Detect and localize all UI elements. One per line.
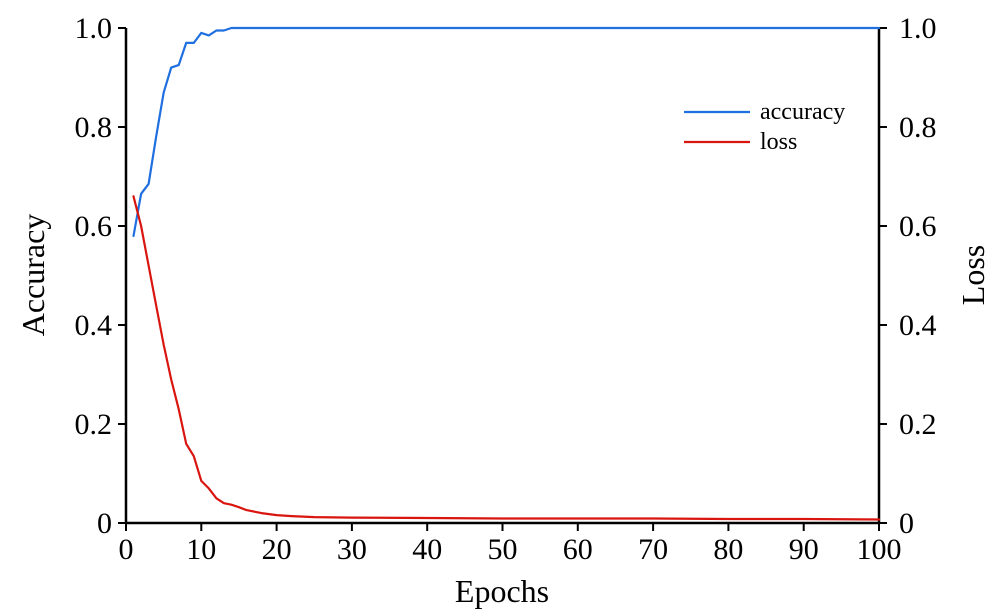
right-y-tick-label: 0.6 xyxy=(899,210,937,243)
x-tick-label: 40 xyxy=(412,533,442,566)
x-tick-label: 50 xyxy=(488,533,518,566)
left-y-tick-label: 0.2 xyxy=(75,408,113,441)
right-y-axis-title: Loss xyxy=(955,245,991,305)
right-y-tick-label: 0.8 xyxy=(899,111,937,144)
left-y-tick-label: 0.8 xyxy=(75,111,113,144)
x-tick-label: 70 xyxy=(638,533,668,566)
x-axis-title: Epochs xyxy=(455,573,549,609)
legend-label-loss: loss xyxy=(760,129,797,155)
series-line-loss xyxy=(132,195,881,521)
right-y-tick-label: 1.0 xyxy=(899,12,937,45)
x-tick-label: 90 xyxy=(789,533,819,566)
left-y-tick-label: 0.4 xyxy=(75,309,113,342)
x-tick-label: 0 xyxy=(119,533,134,566)
left-y-axis-title: Accuracy xyxy=(15,214,51,337)
left-y-tick-label: 0 xyxy=(97,507,112,540)
x-tick-label: 60 xyxy=(563,533,593,566)
right-y-tick-label: 0.2 xyxy=(899,408,937,441)
x-tick-label: 30 xyxy=(337,533,367,566)
x-tick-label: 100 xyxy=(857,533,902,566)
left-y-tick-label: 1.0 xyxy=(75,12,113,45)
right-y-tick-label: 0 xyxy=(899,507,914,540)
ticks: 0 10 20 30 40 50 60 70 80 90 10000.20.40.60.81.000… xyxy=(75,12,937,566)
left-y-tick-label: 0.6 xyxy=(75,210,113,243)
right-y-tick-label: 0.4 xyxy=(899,309,937,342)
legend: accuracy loss xyxy=(684,99,845,155)
legend-label-accuracy: accuracy xyxy=(760,99,845,125)
x-tick-label: 10 xyxy=(186,533,216,566)
x-tick-label: 80 xyxy=(713,533,743,566)
series-line-accuracy xyxy=(132,26,881,237)
series-layer xyxy=(132,26,881,521)
x-tick-label: 20 xyxy=(262,533,292,566)
